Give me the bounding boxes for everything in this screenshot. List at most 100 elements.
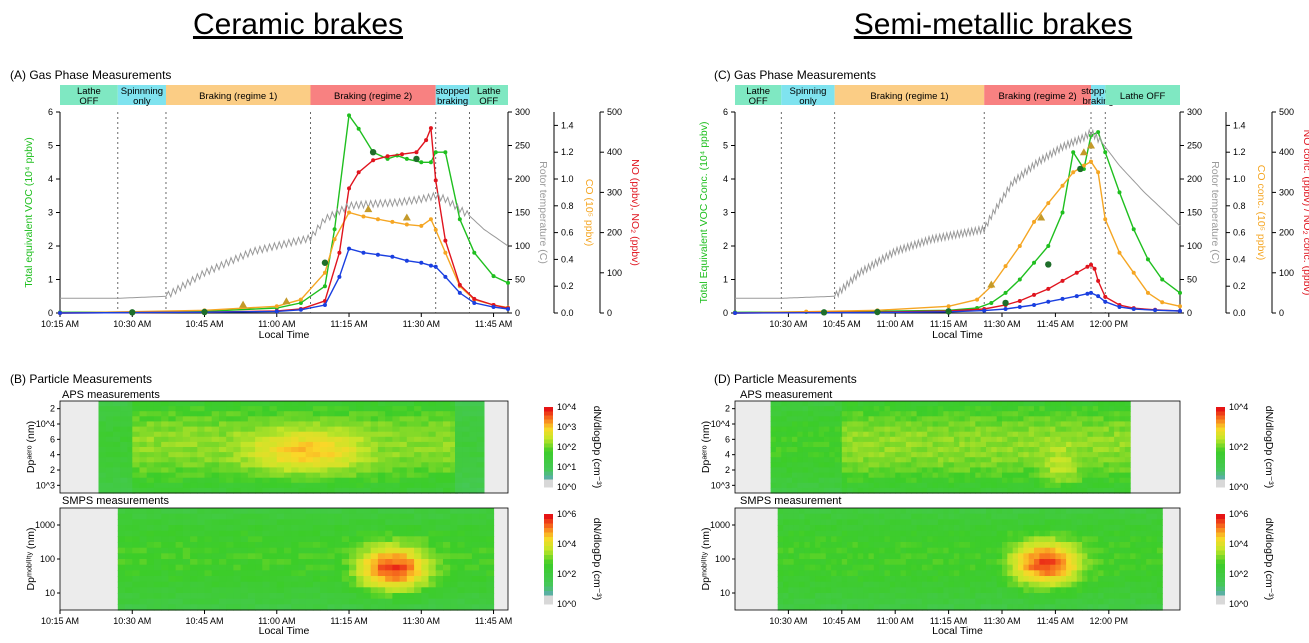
heatmap-cell bbox=[240, 508, 249, 515]
heatmap-cell bbox=[1034, 426, 1040, 433]
heatmap-cell bbox=[363, 426, 372, 433]
x-tick-label: 10:45 AM bbox=[186, 616, 224, 626]
heatmap-cell bbox=[937, 431, 944, 438]
heatmap-cell bbox=[1082, 564, 1088, 571]
heatmap-cell bbox=[1055, 519, 1062, 526]
heatmap-cell bbox=[1066, 570, 1072, 577]
triangle-marker bbox=[239, 300, 248, 308]
heatmap-cell bbox=[1055, 406, 1062, 412]
heatmap-cell bbox=[370, 547, 379, 554]
voc-point bbox=[1145, 257, 1150, 262]
heatmap-cell bbox=[986, 411, 992, 417]
heatmap-cell bbox=[486, 536, 495, 543]
heatmap-cell bbox=[1002, 487, 1008, 494]
heatmap-cell bbox=[98, 406, 107, 412]
heatmap-cell bbox=[831, 519, 837, 526]
heatmap-cell bbox=[406, 525, 415, 532]
heatmap-cell bbox=[1007, 426, 1014, 433]
heatmap-cell bbox=[1060, 547, 1067, 554]
heatmap-cell bbox=[341, 487, 350, 494]
heatmap-cell bbox=[197, 447, 206, 453]
heatmap-cell bbox=[1108, 604, 1115, 611]
heatmap-cell bbox=[1076, 593, 1083, 600]
heatmap-cell bbox=[986, 421, 992, 428]
heatmap-cell bbox=[370, 441, 379, 448]
heatmap-cell bbox=[1066, 406, 1072, 412]
heatmap-cell bbox=[921, 508, 928, 515]
heatmap-cell bbox=[113, 401, 121, 407]
heatmap-cell bbox=[305, 467, 314, 474]
heatmap-cell bbox=[1092, 581, 1099, 588]
heatmap-cell bbox=[226, 462, 234, 468]
heatmap-cell bbox=[269, 482, 278, 489]
nox-tick-label: 200 bbox=[1279, 228, 1294, 238]
heatmap-cell bbox=[786, 467, 793, 474]
heatmap-cell bbox=[356, 525, 365, 532]
heatmap-cell bbox=[1039, 593, 1046, 600]
colorbar-segment bbox=[1216, 479, 1225, 484]
heatmap-cell bbox=[276, 570, 285, 577]
heatmap-cell bbox=[884, 431, 891, 438]
heatmap-cell bbox=[469, 436, 478, 443]
heatmap-cell bbox=[927, 530, 934, 537]
heatmap-cell bbox=[996, 426, 1003, 433]
heatmap-cell bbox=[799, 587, 805, 594]
heatmap-cell bbox=[857, 530, 864, 537]
heatmap-cell bbox=[841, 587, 848, 594]
heatmap-cell bbox=[370, 477, 379, 484]
heatmap-cell bbox=[770, 411, 777, 417]
colorbar-segment bbox=[1216, 431, 1225, 436]
heatmap-cell bbox=[996, 431, 1003, 438]
heatmap-cell bbox=[1098, 525, 1104, 532]
heatmap-cell bbox=[943, 452, 950, 458]
heatmap-cell bbox=[341, 604, 350, 611]
heatmap-cell bbox=[873, 482, 880, 489]
heatmap-cell bbox=[921, 477, 928, 484]
heatmap-cell bbox=[175, 547, 184, 554]
heatmap-cell bbox=[980, 564, 987, 571]
heatmap-cell bbox=[1044, 536, 1051, 543]
heatmap-cell bbox=[291, 441, 299, 448]
heatmap-cell bbox=[455, 431, 463, 438]
colorbar-tick-label: 10^2 bbox=[557, 442, 576, 452]
heatmap-cell bbox=[970, 401, 976, 407]
heatmap-cell bbox=[421, 462, 430, 468]
heatmap-cell bbox=[320, 447, 328, 453]
heatmap-cell bbox=[312, 431, 321, 438]
heatmap-cell bbox=[139, 447, 148, 453]
heatmap-cell bbox=[991, 559, 998, 566]
heatmap-cell bbox=[146, 436, 155, 443]
heatmap-cell bbox=[233, 513, 242, 520]
heatmap-cell bbox=[443, 508, 451, 515]
heatmap-cell bbox=[443, 513, 451, 520]
heatmap-cell bbox=[873, 436, 880, 443]
heatmap-cell bbox=[900, 508, 907, 515]
heatmap-cell bbox=[786, 441, 793, 448]
heatmap-cell bbox=[1087, 587, 1094, 594]
heatmap-cell bbox=[320, 421, 328, 428]
heatmap-cell bbox=[428, 564, 437, 571]
heatmap-cell bbox=[937, 482, 944, 489]
heatmap-cell bbox=[219, 508, 227, 515]
heatmap-cell bbox=[847, 536, 853, 543]
heatmap-cell bbox=[1018, 553, 1024, 560]
heatmap-cell bbox=[1140, 508, 1147, 515]
heatmap-cell bbox=[804, 530, 811, 537]
heatmap-cell bbox=[443, 536, 451, 543]
heatmap-cell bbox=[900, 530, 907, 537]
heatmap-cell bbox=[927, 508, 934, 515]
heatmap-cell bbox=[1124, 462, 1131, 468]
heatmap-cell bbox=[182, 536, 191, 543]
heatmap-cell bbox=[182, 519, 191, 526]
colorbar-segment bbox=[544, 572, 553, 578]
heatmap-cell bbox=[996, 587, 1003, 594]
heatmap-cell bbox=[349, 477, 357, 484]
heatmap-cell bbox=[153, 477, 162, 484]
heatmap-cell bbox=[937, 604, 944, 611]
heatmap-cell bbox=[824, 457, 830, 463]
heatmap-cell bbox=[455, 482, 463, 489]
heatmap-cell bbox=[334, 462, 343, 468]
heatmap-cell bbox=[797, 426, 804, 433]
heatmap-cell bbox=[120, 401, 128, 407]
heatmap-cell bbox=[996, 467, 1003, 474]
